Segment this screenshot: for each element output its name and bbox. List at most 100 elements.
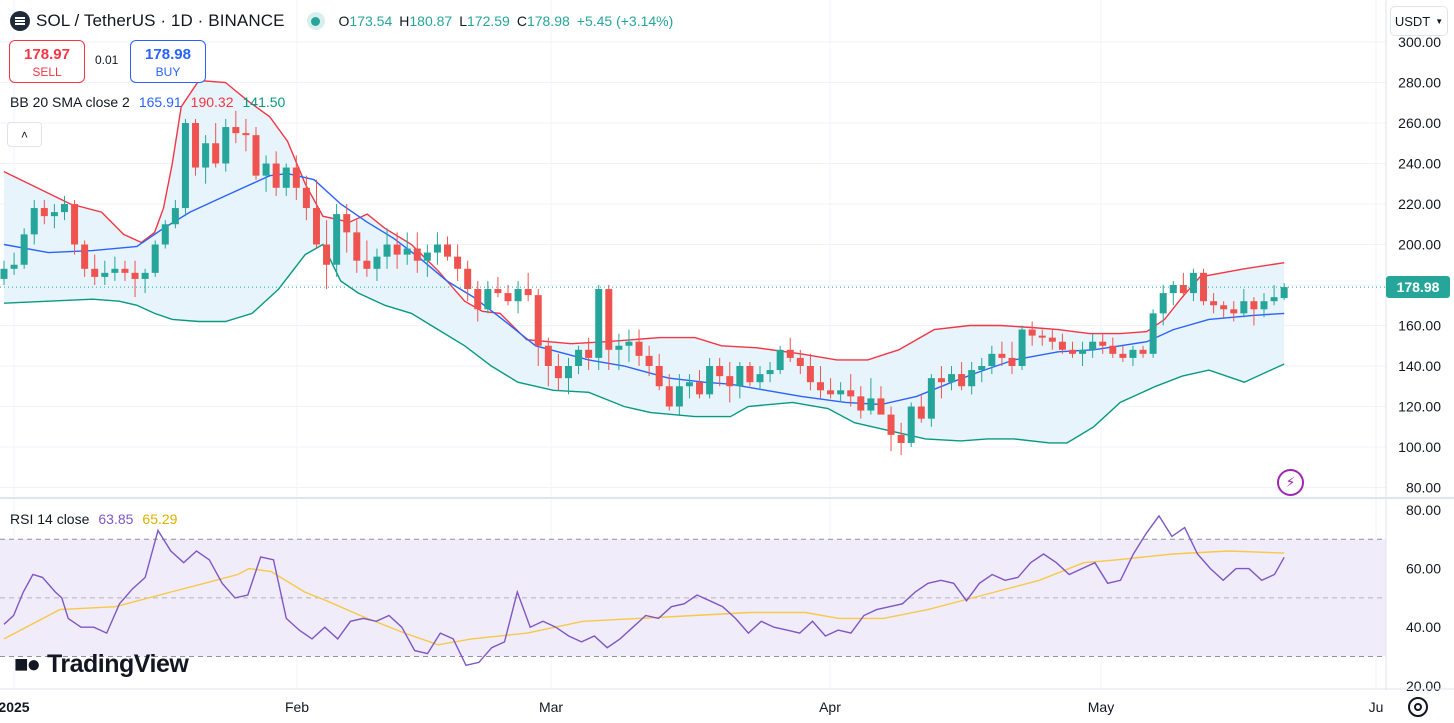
symbol-title[interactable]: SOL / TetherUS · 1D · BINANCE bbox=[36, 11, 285, 30]
candle-body bbox=[383, 244, 391, 257]
rsi-tick-label: 40.00 bbox=[1406, 619, 1441, 635]
candle-body bbox=[1270, 297, 1278, 302]
time-tick-label: May bbox=[1088, 699, 1114, 715]
candle-body bbox=[625, 341, 633, 346]
time-tick-label: Ju bbox=[1369, 699, 1384, 715]
candle-body bbox=[726, 376, 734, 387]
sell-button[interactable]: 178.97 SELL bbox=[9, 40, 85, 83]
candle-body bbox=[71, 204, 79, 245]
candle-body bbox=[141, 272, 149, 279]
candle-body bbox=[615, 345, 623, 350]
price-tick-label: 160.00 bbox=[1398, 318, 1441, 334]
currency-selector[interactable]: USDT ▼ bbox=[1390, 6, 1448, 36]
currency-label: USDT bbox=[1394, 13, 1431, 29]
rsi-name[interactable]: RSI 14 close bbox=[10, 511, 90, 527]
bollinger-upper-line bbox=[3, 79, 1285, 361]
candle-body bbox=[222, 127, 230, 164]
candle-body bbox=[1068, 349, 1076, 354]
candle-body bbox=[867, 398, 875, 411]
candle-body bbox=[1008, 357, 1016, 366]
candle-body bbox=[917, 406, 925, 419]
candle-body bbox=[50, 212, 58, 217]
rsi-line bbox=[3, 514, 1285, 667]
candle-body bbox=[776, 349, 784, 371]
price-tick-label: 120.00 bbox=[1398, 399, 1441, 415]
candle-body bbox=[302, 187, 310, 209]
rsi-tick-label: 80.00 bbox=[1406, 502, 1441, 518]
candle-body bbox=[333, 214, 341, 265]
rsi-value: 63.85 bbox=[98, 511, 134, 527]
candle-body bbox=[10, 264, 18, 269]
candle-body bbox=[464, 268, 472, 290]
candle-body bbox=[655, 366, 663, 387]
candle-body bbox=[585, 349, 593, 358]
rsi-tick-label: 60.00 bbox=[1406, 561, 1441, 577]
candle-body bbox=[1240, 301, 1248, 314]
price-tick-label: 220.00 bbox=[1398, 196, 1441, 212]
candle-body bbox=[978, 366, 986, 371]
candle-body bbox=[373, 256, 381, 269]
tradingview-logo[interactable]: ■● TradingView bbox=[14, 650, 189, 679]
collapse-legend-button[interactable]: ˄ bbox=[7, 122, 42, 147]
candle-body bbox=[837, 390, 845, 395]
candle-body bbox=[706, 366, 714, 395]
lightning-icon[interactable]: ⚡ bbox=[1277, 469, 1304, 496]
candle-body bbox=[756, 374, 764, 383]
price-tick-label: 240.00 bbox=[1398, 156, 1441, 172]
sell-label: SELL bbox=[32, 65, 62, 79]
market-open-status-icon[interactable] bbox=[306, 12, 325, 30]
candle-body bbox=[786, 349, 794, 358]
candle-body bbox=[1079, 349, 1087, 354]
candlestick-series[interactable] bbox=[0, 110, 1288, 456]
candle-body bbox=[736, 366, 744, 387]
candle-body bbox=[1169, 285, 1177, 294]
time-axis[interactable]: 2025 Feb Mar Apr May Ju bbox=[0, 699, 1383, 715]
candle-body bbox=[30, 208, 38, 235]
buy-button[interactable]: 178.98 BUY bbox=[130, 40, 206, 83]
bollinger-name[interactable]: BB 20 SMA close 2 bbox=[10, 94, 130, 110]
candle-body bbox=[232, 127, 240, 134]
candle-body bbox=[423, 252, 431, 261]
price-tick-label: 140.00 bbox=[1398, 358, 1441, 374]
candle-body bbox=[534, 295, 542, 346]
rsi-legend[interactable]: RSI 14 close 63.85 65.29 bbox=[10, 511, 177, 527]
candle-body bbox=[948, 374, 956, 383]
low-value: 172.59 bbox=[467, 13, 510, 29]
candle-body bbox=[121, 268, 129, 273]
candle-body bbox=[60, 204, 68, 213]
candle-body bbox=[20, 234, 28, 265]
candle-body bbox=[1149, 313, 1157, 354]
candle-body bbox=[312, 208, 320, 245]
tradingview-wordmark: TradingView bbox=[47, 650, 189, 678]
candle-body bbox=[444, 244, 452, 257]
candle-body bbox=[161, 224, 169, 245]
candle-body bbox=[1028, 329, 1036, 336]
candle-body bbox=[665, 386, 673, 407]
rsi-axis[interactable]: 80.00 60.00 40.00 20.00 bbox=[1406, 502, 1441, 694]
bollinger-lower-value: 141.50 bbox=[242, 94, 286, 110]
candle-body bbox=[877, 398, 885, 415]
candle-body bbox=[343, 214, 351, 233]
candle-body bbox=[91, 268, 99, 277]
candle-body bbox=[816, 382, 824, 391]
settings-gear-icon[interactable] bbox=[1408, 697, 1428, 717]
spread-value: 0.01 bbox=[95, 53, 119, 67]
solana-logo-icon bbox=[10, 11, 30, 31]
candle-body bbox=[544, 345, 552, 366]
candle-body bbox=[937, 378, 945, 383]
candle-body bbox=[1139, 349, 1147, 354]
candle-body bbox=[403, 248, 411, 255]
candle-body bbox=[504, 293, 512, 302]
candle-body bbox=[806, 366, 814, 383]
candle-body bbox=[1109, 345, 1117, 354]
symbol-header[interactable]: SOL / TetherUS · 1D · BINANCE O173.54 H1… bbox=[10, 8, 673, 34]
candle-body bbox=[1280, 287, 1288, 299]
price-tick-label: 280.00 bbox=[1398, 75, 1441, 91]
candle-body bbox=[564, 366, 572, 379]
bollinger-legend[interactable]: BB 20 SMA close 2 165.91 190.32 141.50 bbox=[10, 94, 285, 110]
candle-body bbox=[1058, 341, 1066, 350]
price-axis[interactable]: 300.00 280.00 260.00 240.00 220.00 200.00 160.… bbox=[1398, 34, 1441, 496]
candle-body bbox=[575, 349, 583, 366]
